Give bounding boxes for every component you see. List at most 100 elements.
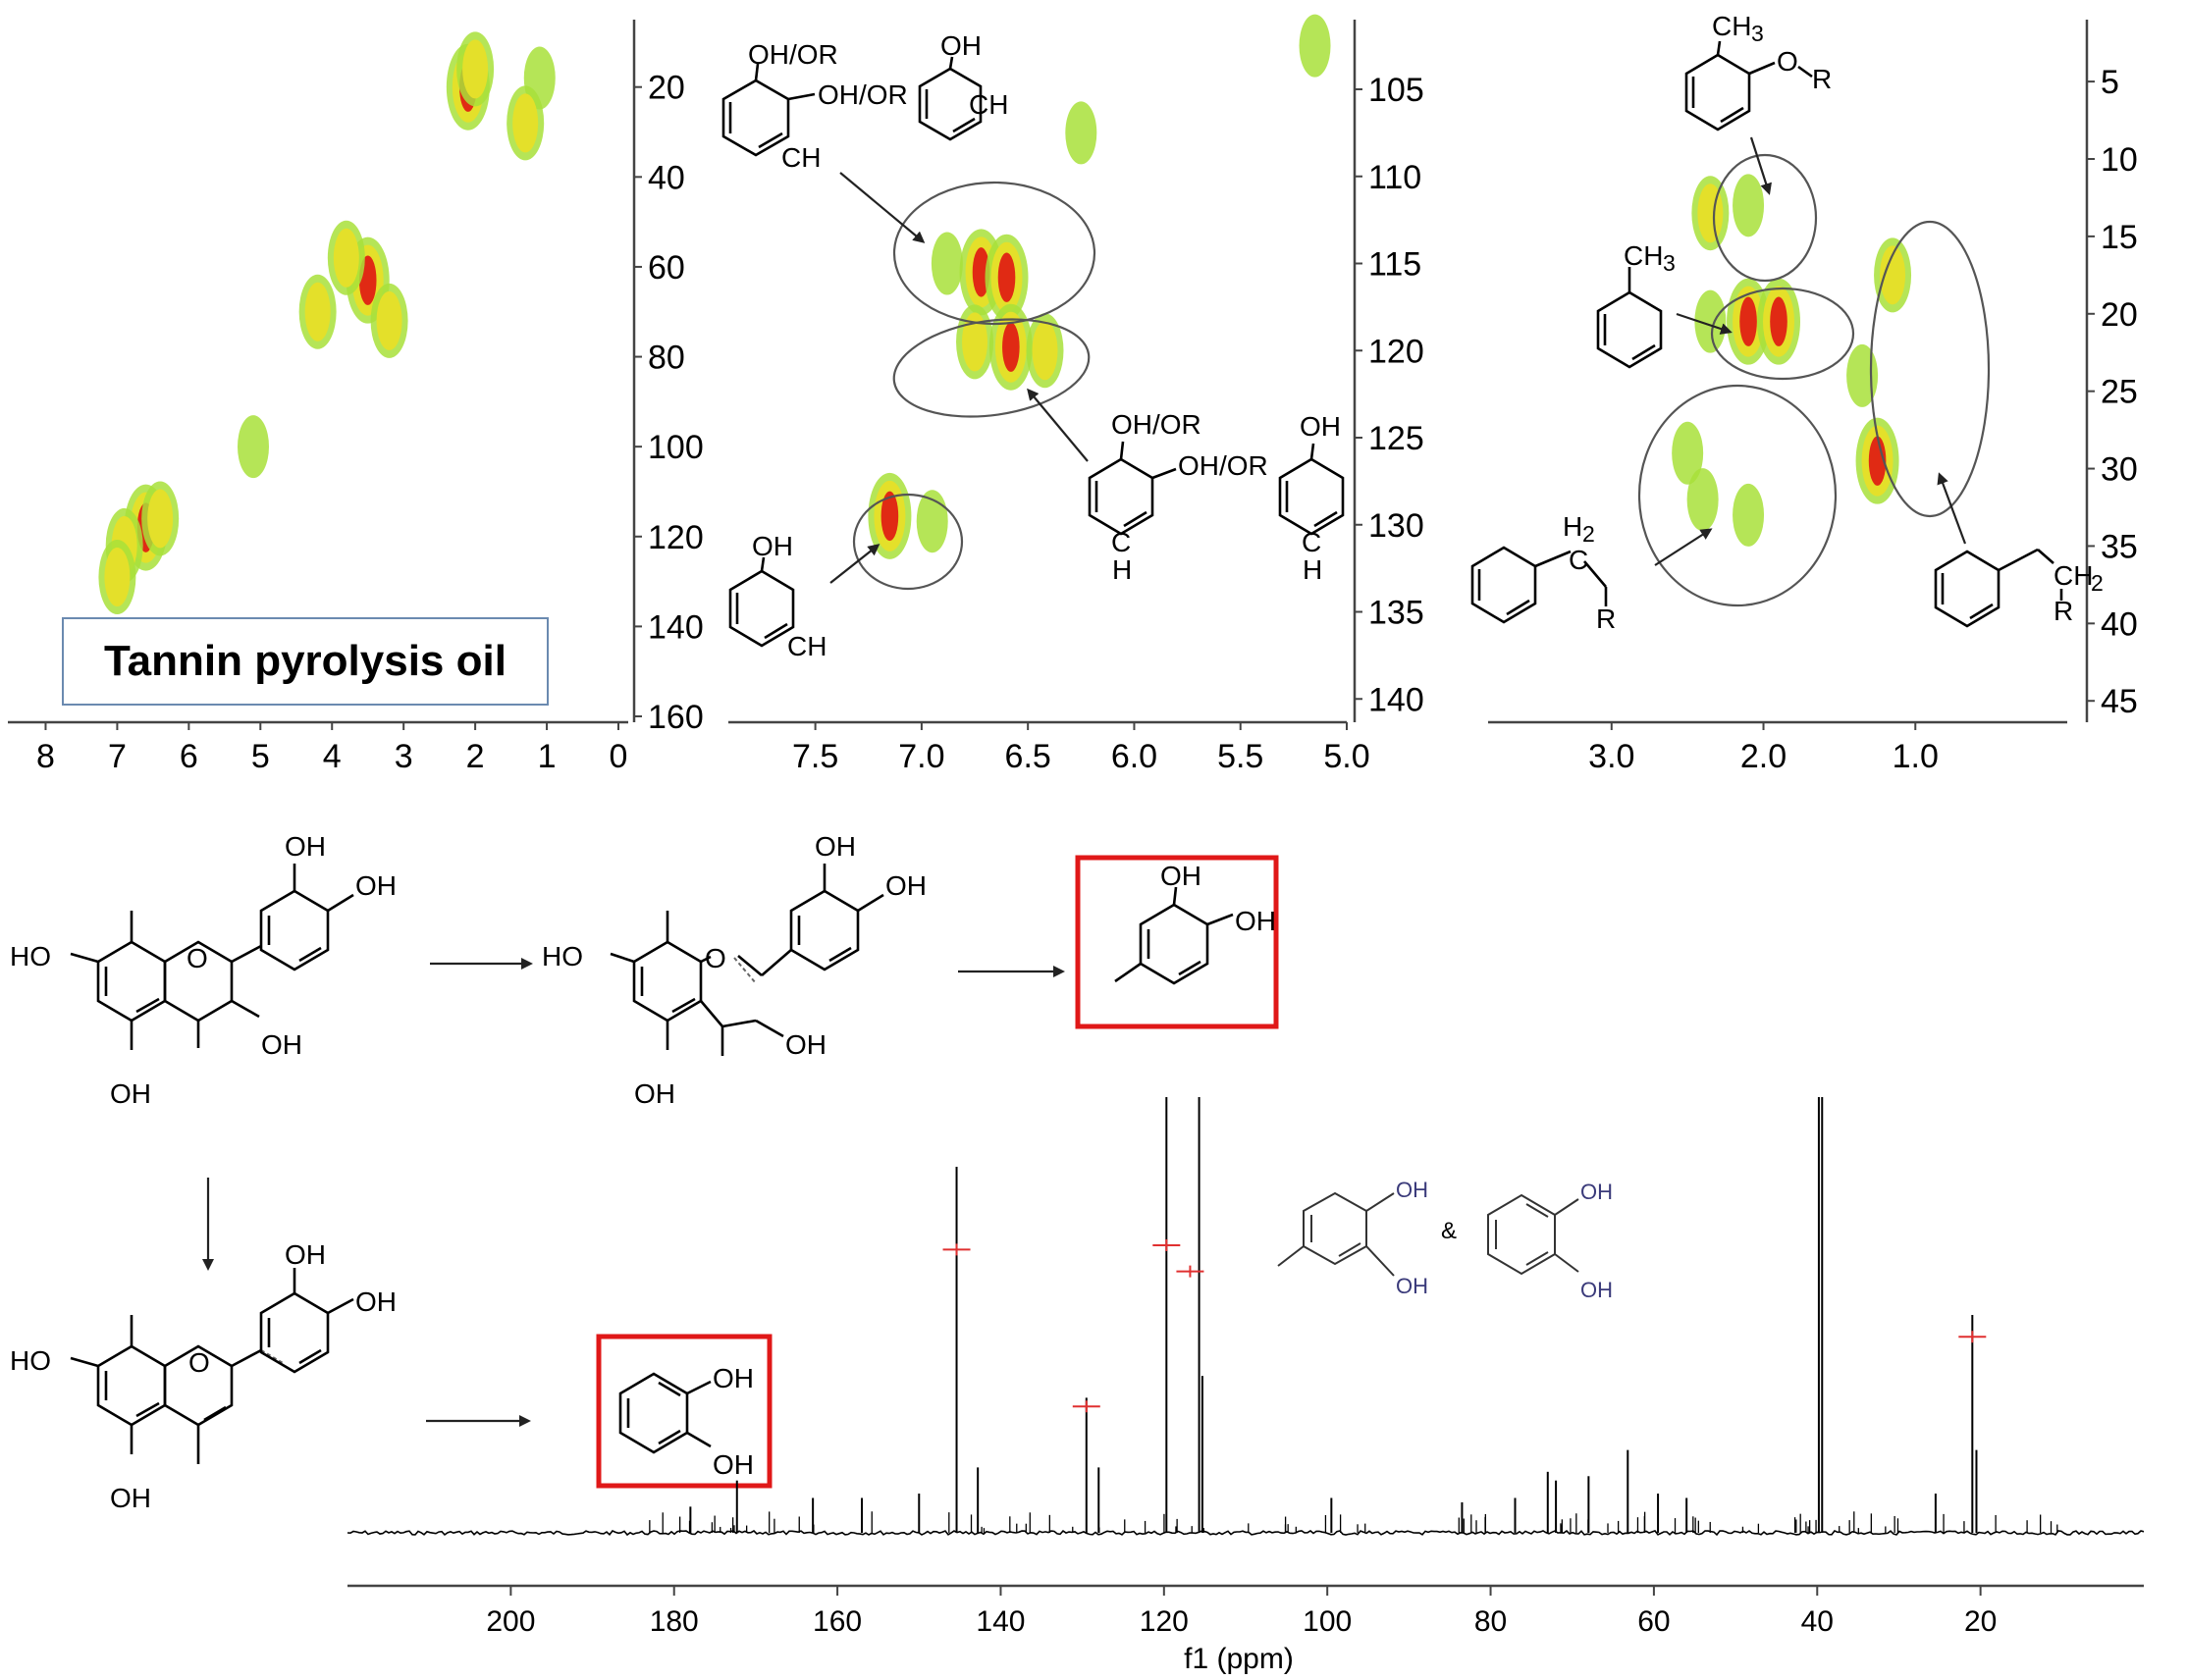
p3-y-ticks: 5 10 15 20 25 30 35 40 45 bbox=[2087, 64, 2138, 720]
p3-y-tick-label: 25 bbox=[2101, 374, 2138, 411]
p2-peak-layer bbox=[868, 14, 1331, 559]
sub-h-label: H bbox=[1112, 554, 1132, 585]
para-c-label: C bbox=[1302, 527, 1321, 557]
ether-ch3-sub: 3 bbox=[1751, 21, 1764, 46]
toluene-ch3-label: CH bbox=[1624, 240, 1663, 271]
p1-x-tick-label: 3 bbox=[395, 738, 413, 775]
p3-y-tick-label: 45 bbox=[2101, 683, 2138, 720]
hsqc-peak bbox=[1672, 421, 1704, 485]
hsqc-peak bbox=[1686, 468, 1719, 532]
spectrum-x-tick-label: 100 bbox=[1303, 1605, 1352, 1638]
p3-y-tick-label: 40 bbox=[2101, 605, 2138, 643]
catechol-structure: OH/OR OH/OR CH bbox=[721, 39, 908, 173]
methylcatechol-oh2: OH bbox=[1235, 906, 1276, 936]
alkyl-ch2-structure: CH 2 R bbox=[1934, 548, 2104, 628]
inset-cat-oh2: OH bbox=[1580, 1278, 1613, 1302]
intermediate-oh1: OH bbox=[815, 831, 856, 862]
hsqc-panel-aliphatic: 3.0 2.0 1.0 5 10 15 20 25 30 35 40 45 CH 3 O R CH bbox=[1470, 11, 2138, 775]
intermediate-oh3: OH bbox=[785, 1029, 827, 1060]
p3-x-tick-label: 2.0 bbox=[1740, 738, 1787, 775]
sub-oh2-label: OH/OR bbox=[1178, 450, 1268, 481]
hsqc-peak bbox=[1846, 343, 1879, 407]
hsqc-peak bbox=[370, 283, 408, 358]
p2-x-tick-label: 7.0 bbox=[898, 738, 944, 775]
hsqc-peak bbox=[98, 540, 136, 614]
ch2-sub: 2 bbox=[2091, 570, 2104, 596]
alkyl-h2-sub: 2 bbox=[1582, 521, 1595, 547]
catechin-oh1: OH bbox=[285, 831, 326, 862]
p3-x-tick-label: 1.0 bbox=[1893, 738, 1939, 775]
arrow-ch2 bbox=[1937, 472, 1967, 545]
alkylbenzene-structure: H 2 C R bbox=[1470, 511, 1616, 634]
hsqc-peak bbox=[1065, 101, 1097, 165]
hsqc-peak bbox=[1691, 176, 1730, 251]
p1-x-tick-label: 5 bbox=[251, 738, 270, 775]
ether-o-label: O bbox=[1777, 46, 1798, 77]
hsqc-peak bbox=[868, 472, 912, 559]
p1-y-tick-label: 40 bbox=[648, 159, 685, 196]
hsqc-peak bbox=[1757, 278, 1800, 365]
ether-r-label: R bbox=[1812, 64, 1832, 94]
toluene-ch3-sub: 3 bbox=[1663, 250, 1676, 276]
p3-y-tick-label: 10 bbox=[2101, 141, 2138, 179]
product-box-methylcatechol bbox=[1075, 855, 1279, 1029]
intermediate-o: O bbox=[705, 943, 726, 973]
arrow-ether bbox=[1749, 136, 1772, 195]
p2-x-tick-label: 5.0 bbox=[1323, 738, 1369, 775]
ellipse-methoxy-toluene bbox=[1712, 153, 1818, 283]
p2-y-tick-label: 110 bbox=[1368, 159, 1421, 196]
catechin-structure: OH OH HO O OH OH bbox=[10, 831, 397, 1109]
hsqc-peak bbox=[1299, 14, 1331, 78]
hsqc-peak bbox=[456, 31, 495, 107]
p2-y-tick-label: 135 bbox=[1368, 595, 1424, 632]
p1-y-tick-label: 160 bbox=[648, 699, 704, 736]
inset-catechol: OH OH bbox=[1487, 1180, 1613, 1302]
catechol-oh2-label: OH/OR bbox=[818, 79, 908, 110]
p1-peak-layer bbox=[98, 31, 556, 614]
hsqc-panel-aromatic: 7.5 7.0 6.5 6.0 5.5 5.0 105 110 115 120 125 130 135… bbox=[721, 14, 1424, 775]
hsqc-peak bbox=[1874, 237, 1912, 313]
toluene-structure: CH 3 bbox=[1596, 240, 1676, 369]
p2-y-tick-label: 125 bbox=[1368, 420, 1424, 457]
flavene-oh3: OH bbox=[110, 1483, 151, 1513]
p3-y-tick-label: 15 bbox=[2101, 219, 2138, 256]
p3-peak-layer bbox=[1672, 174, 1912, 547]
ch2-label: CH bbox=[2054, 560, 2093, 591]
p1-y-tick-label: 80 bbox=[648, 340, 685, 377]
sample-label-box bbox=[62, 617, 549, 706]
alkyl-h2-label: H bbox=[1563, 511, 1582, 542]
arrow-substituted bbox=[1027, 388, 1089, 462]
p1-x-ticks: 8 7 6 5 4 3 2 1 0 bbox=[36, 722, 627, 775]
p3-y-tick-label: 30 bbox=[2101, 451, 2138, 489]
spectrum-trace bbox=[347, 1530, 2145, 1537]
hsqc-peak bbox=[931, 232, 963, 295]
hsqc-peak bbox=[1733, 174, 1765, 237]
p1-y-tick-label: 20 bbox=[648, 70, 685, 107]
product-box-catechol bbox=[596, 1334, 773, 1489]
arrow-catechol bbox=[839, 172, 926, 243]
p2-y-tick-label: 140 bbox=[1368, 681, 1424, 718]
intermediate-oh4: OH bbox=[634, 1078, 675, 1109]
p1-x-tick-label: 2 bbox=[466, 738, 485, 775]
p2-y-tick-label: 120 bbox=[1368, 333, 1424, 370]
inset-oh1: OH bbox=[1396, 1178, 1428, 1202]
inset-oh2: OH bbox=[1396, 1274, 1428, 1298]
p2-y-tick-label: 130 bbox=[1368, 507, 1424, 545]
catechin-o: O bbox=[187, 943, 208, 973]
p1-x-tick-label: 0 bbox=[610, 738, 628, 775]
hsqc-peak bbox=[238, 415, 269, 479]
p2-y-tick-label: 115 bbox=[1368, 246, 1421, 284]
flavene-o: O bbox=[188, 1347, 210, 1378]
p1-x-tick-label: 4 bbox=[323, 738, 342, 775]
flavene-oh1: OH bbox=[285, 1239, 326, 1270]
p1-x-tick-label: 8 bbox=[36, 738, 55, 775]
ellipse-alkyl-ch2 bbox=[1869, 220, 1991, 518]
ellipse-substituted bbox=[892, 318, 1091, 418]
spectrum-x-tick-label: 20 bbox=[1964, 1605, 1997, 1638]
spectrum-x-tick-label: 200 bbox=[486, 1605, 535, 1638]
p2-y-ticks: 105 110 115 120 125 130 135 140 bbox=[1355, 72, 1424, 718]
meta-ch-label: CH bbox=[787, 631, 827, 661]
hsqc-peak bbox=[327, 220, 365, 295]
ether-ch3-label: CH bbox=[1712, 11, 1751, 41]
